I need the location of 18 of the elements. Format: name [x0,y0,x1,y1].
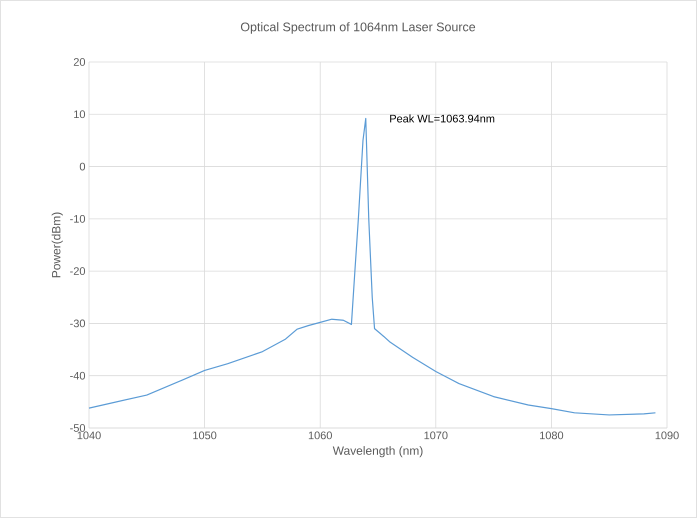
y-tick-label: -40 [70,372,86,380]
x-tick-label: 1060 [308,432,332,440]
x-tick-label: 1080 [540,432,564,440]
x-tick-label: 1040 [78,432,101,440]
x-axis-title: Wavelength (nm) [332,446,423,458]
annotation: Peak WL=1063.94nm [390,114,494,122]
chart-title: Optical Spectrum of 1064nm Laser Source [240,22,476,34]
y-tick-label: -10 [70,214,86,223]
x-tick-label: 1090 [656,432,679,440]
x-tick-label: 1050 [193,432,216,440]
y-tick-label: -30 [70,320,86,328]
y-tick-label: -20 [70,267,86,276]
y-axis-title: Power(dBm) [52,212,63,278]
y-tick-label: 20 [74,58,86,66]
y-tick-label: 10 [74,110,86,118]
y-tick-label: -50 [70,424,86,432]
y-tick-label: 0 [80,162,86,170]
x-tick-label: 1070 [424,432,448,440]
